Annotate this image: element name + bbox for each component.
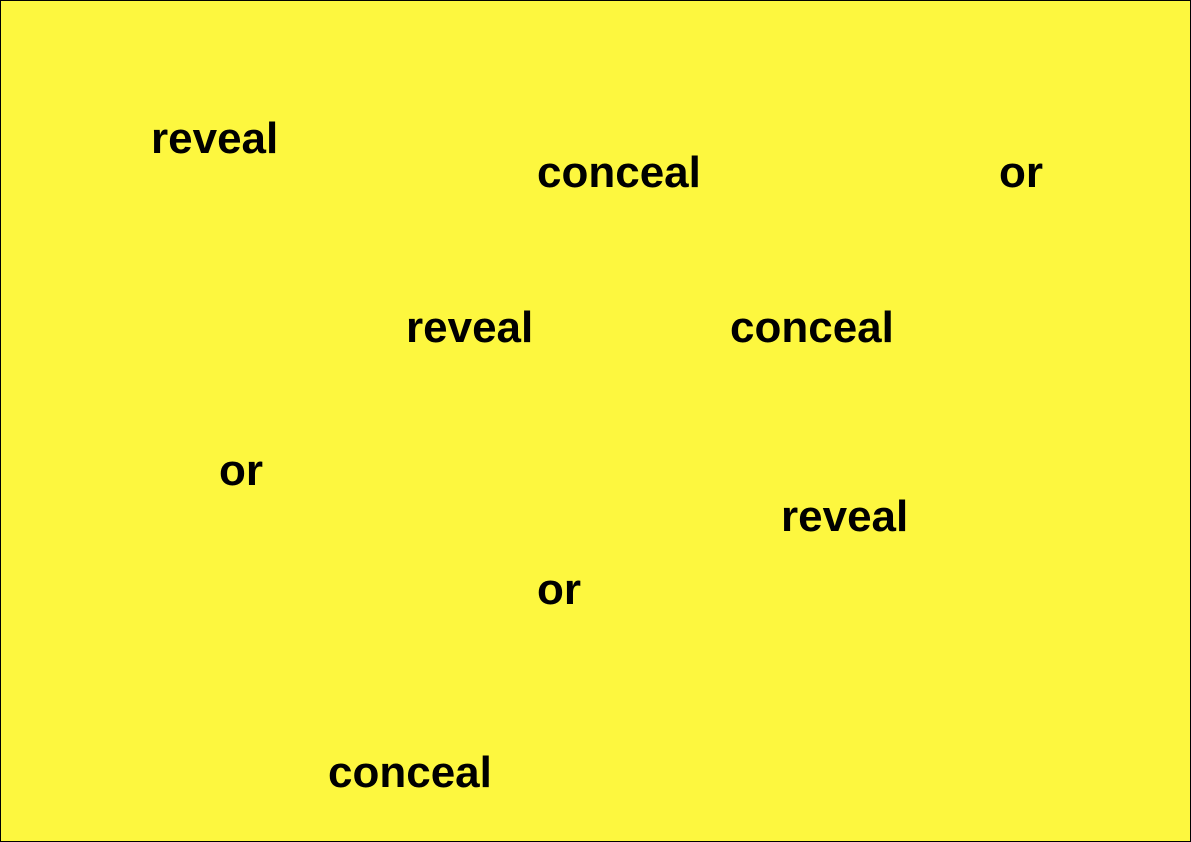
word-or-2: or bbox=[219, 446, 263, 495]
word-or-1: or bbox=[999, 148, 1043, 197]
word-reveal-2: reveal bbox=[406, 303, 534, 352]
word-reveal-1: reveal bbox=[151, 114, 279, 163]
word-conceal-1: conceal bbox=[537, 148, 701, 197]
word-conceal-2: conceal bbox=[730, 303, 894, 352]
word-conceal-3: conceal bbox=[328, 748, 492, 797]
word-reveal-3: reveal bbox=[781, 492, 909, 541]
word-or-3: or bbox=[537, 565, 581, 614]
